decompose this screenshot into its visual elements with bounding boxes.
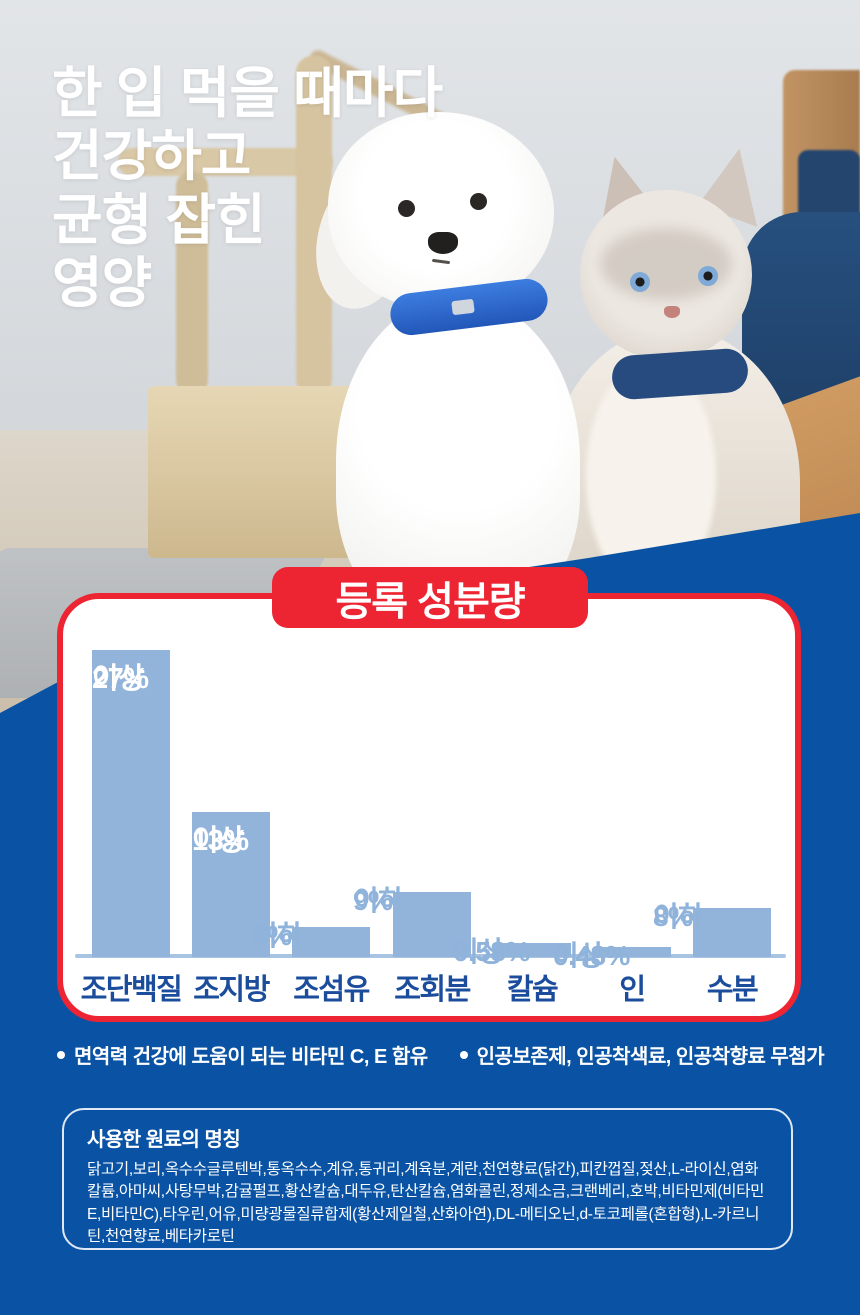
claim-item: 인공보존제, 인공착색료, 인공착향료 무첨가: [459, 1040, 825, 1069]
claims-row: 면역력 건강에 도움이 되는 비타민 C, E 함유 인공보존제, 인공착색료,…: [57, 1040, 825, 1069]
section-title-badge: 등록 성분량: [272, 567, 588, 628]
cat-tower-post: [176, 172, 208, 394]
headline-line: 건강하고: [52, 125, 251, 188]
headline-line: 균형 잡힌: [52, 188, 266, 251]
bullet-dot-icon: [459, 1050, 468, 1059]
headline: 한 입 먹을 때마다 건강하고 균형 잡힌 영양: [52, 62, 443, 315]
dog-nose: [428, 232, 458, 254]
ingredients-title: 사용한 원료의 명칭: [87, 1129, 241, 1151]
dog-eye: [470, 193, 487, 210]
headline-line: 영양: [52, 251, 152, 314]
bullet-dot-icon: [57, 1050, 65, 1059]
ingredients-list: 닭고기,보리,옥수수글루텐박,통옥수수,계유,통귀리,계육분,계란,천연향료(닭…: [87, 1161, 765, 1246]
claim-text: 면역력 건강에 도움이 되는 비타민 C, E 함유: [74, 1046, 428, 1068]
headline-line: 한 입 먹을 때마다: [52, 62, 443, 124]
cat-face-shading: [600, 228, 732, 300]
claim-item: 면역력 건강에 도움이 되는 비타민 C, E 함유: [57, 1040, 428, 1069]
cat-eye: [698, 266, 718, 286]
ingredients-box: 사용한 원료의 명칭 닭고기,보리,옥수수글루텐박,통옥수수,계유,통귀리,계육…: [62, 1108, 793, 1250]
dog-eye: [398, 200, 415, 217]
cat-nose: [664, 306, 680, 318]
chart-panel: [57, 593, 801, 1022]
collar-buckle: [451, 298, 475, 316]
cat-head: [580, 190, 752, 360]
cat-eye: [630, 272, 650, 292]
dog-head: [328, 112, 554, 310]
claim-text: 인공보존제, 인공착색료, 인공착향료 무첨가: [476, 1046, 825, 1068]
hero-photo: [0, 0, 860, 732]
